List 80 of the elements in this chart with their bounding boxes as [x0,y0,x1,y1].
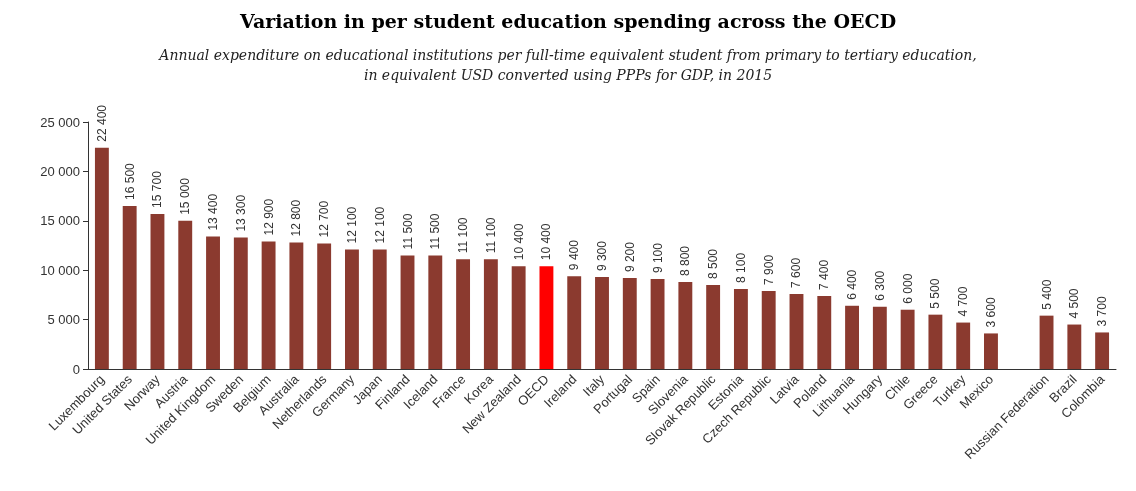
data-label: 6 400 [845,269,860,300]
data-label: 3 600 [983,297,998,328]
bar [817,295,832,369]
bar [761,290,776,369]
bar [1039,315,1054,369]
data-label: 22 400 [94,104,109,142]
y-tick-label: 10 000 [40,262,80,278]
bar [261,241,276,369]
bar [900,309,915,369]
bar [122,205,137,369]
chart-subtitle: Annual expenditure on educational institutions per full-time equivalent student from primary to tertiary education, in equivalent USD converted using PPPs for GDP, in 2015 [157,47,977,83]
data-label: 11 500 [428,213,443,250]
bar [928,314,943,369]
bar [984,333,998,369]
data-label: 10 400 [539,223,554,261]
bar [650,279,665,369]
bar [1067,324,1082,369]
bar [956,322,971,369]
bar [595,277,609,369]
data-label: 12 700 [317,200,332,238]
y-tick-label: 0 [72,361,80,377]
bar [289,242,304,369]
bar [1095,332,1110,369]
data-label: 8 800 [678,245,693,277]
data-label: 9 300 [595,240,609,272]
bar [428,255,443,369]
data-label: 9 400 [567,239,582,271]
bar [733,288,748,369]
bar [372,249,387,369]
bar [539,266,554,369]
data-label: 10 400 [511,223,526,261]
data-label: 5 500 [928,278,943,309]
y-tick-label: 5 000 [47,312,80,328]
data-label: 9 100 [650,242,665,274]
data-label: 8 500 [706,248,721,280]
data-label: 7 400 [817,259,832,290]
data-label: 12 800 [289,199,304,237]
data-label: 15 000 [178,177,193,215]
data-label: 11 500 [400,213,415,250]
bar [789,293,804,369]
data-label: 4 500 [1067,288,1082,319]
y-tick-label: 20 000 [40,163,80,179]
bar [872,306,887,369]
data-label: 8 100 [733,252,748,283]
data-label: 7 900 [761,254,776,285]
data-label: 3 700 [1095,296,1110,327]
data-label: 9 200 [622,241,637,273]
bar [483,259,498,369]
bar [317,243,332,369]
data-label: 5 400 [1039,279,1054,310]
data-label: 12 100 [344,206,359,244]
bar [622,278,637,369]
data-label: 15 700 [150,170,165,208]
data-label: 11 100 [483,217,498,254]
data-label: 6 300 [872,270,887,301]
data-label: 12 900 [261,198,276,236]
bar [150,213,165,369]
bar [94,147,109,369]
data-label: 4 700 [956,286,971,317]
bar [345,249,359,369]
y-tick-label: 25 000 [40,114,80,130]
bar [206,236,220,369]
data-label: 7 600 [789,257,804,288]
bar [567,276,582,369]
y-tick-label: 15 000 [40,213,80,229]
data-label: 6 000 [900,273,915,304]
bar [511,266,526,369]
data-label: 11 100 [456,217,471,254]
data-label: 13 300 [233,194,248,232]
data-label: 13 400 [206,193,221,231]
bar [845,305,859,369]
bar [678,282,693,369]
bar [178,220,193,369]
chart-title: Variation in per student education spending across the OECD [238,9,897,32]
data-label: 16 500 [122,162,137,200]
bar [706,285,721,369]
bar [456,259,471,369]
bar [233,237,248,369]
bar [400,255,415,369]
data-label: 12 100 [372,206,387,244]
